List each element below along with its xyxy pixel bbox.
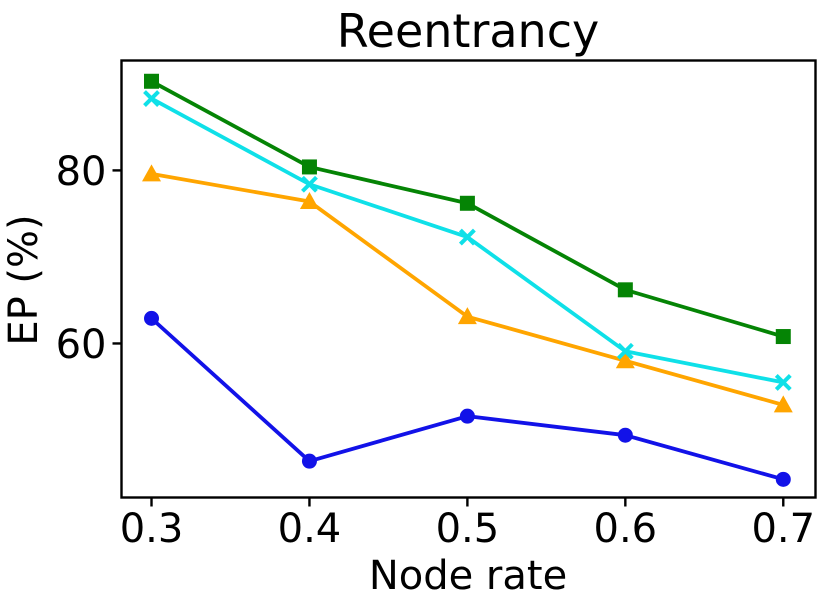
marker-x [774,373,792,391]
x-tick-label: 0.6 [594,506,658,552]
marker-square [301,159,317,175]
marker-triangle [299,192,319,210]
x-axis-label: Node rate [368,553,568,599]
x-tick-label: 0.3 [120,506,184,552]
marker-triangle [773,395,793,413]
chart-title: Reentrancy [336,4,600,58]
series-line-cyan-x [150,96,784,385]
marker-x [616,342,634,360]
marker-circle [144,310,160,326]
y-tick-label: 80 [56,149,107,195]
axes-spines [120,59,817,499]
marker-triangle [457,307,477,325]
marker-x [458,228,476,246]
marker-circle [775,471,791,487]
x-tick-label: 0.5 [436,506,500,552]
marker-circle [459,408,475,424]
series-line-blue-circles [150,316,784,482]
marker-circle [301,453,317,469]
marker-square [459,195,475,211]
marker-x [301,175,318,193]
marker-square [775,329,791,345]
marker-square [144,73,160,89]
marker-triangle [615,351,635,369]
marker-x [143,90,160,107]
marker-triangle [142,164,162,182]
x-tick-label: 0.7 [751,506,815,552]
marker-square [617,282,633,298]
x-tick-label: 0.4 [278,506,342,552]
y-tick-label: 60 [56,322,107,368]
y-axis-label: EP (%) [1,214,47,346]
marker-circle [617,427,633,443]
